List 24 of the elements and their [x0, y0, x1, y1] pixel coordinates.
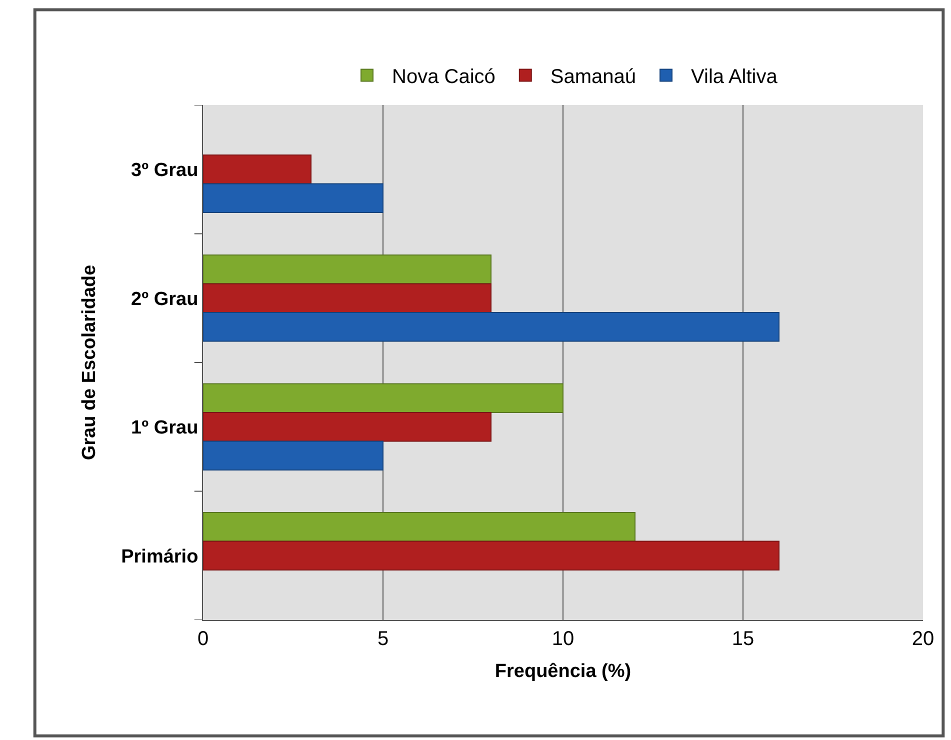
x-tick-label: 20 — [912, 628, 934, 650]
bar — [203, 512, 636, 542]
y-axis-title: Grau de Escolaridade — [78, 264, 100, 460]
bar — [203, 254, 492, 284]
bar — [203, 312, 780, 342]
x-axis-title: Frequência (%) — [494, 660, 632, 682]
y-tick-label: Primário — [121, 546, 198, 568]
legend-label: Vila Altiva — [691, 66, 778, 88]
bar — [203, 183, 384, 214]
legend-label: Samanaú — [550, 66, 636, 88]
bar — [203, 540, 780, 570]
bar — [203, 440, 384, 471]
x-tick-label: 15 — [732, 628, 754, 650]
y-tick-label: 2º Grau — [131, 288, 198, 310]
y-tick-label: 1º Grau — [131, 418, 198, 439]
bar — [203, 383, 564, 413]
bar — [203, 412, 492, 442]
y-tick-label: 3º Grau — [131, 160, 198, 182]
x-tick-label: 10 — [552, 628, 574, 650]
legend-label: Nova Caicó — [392, 66, 496, 88]
bar — [203, 154, 312, 184]
x-tick-label: 5 — [377, 628, 389, 650]
bar — [203, 283, 492, 313]
x-tick-label: 0 — [197, 628, 209, 650]
